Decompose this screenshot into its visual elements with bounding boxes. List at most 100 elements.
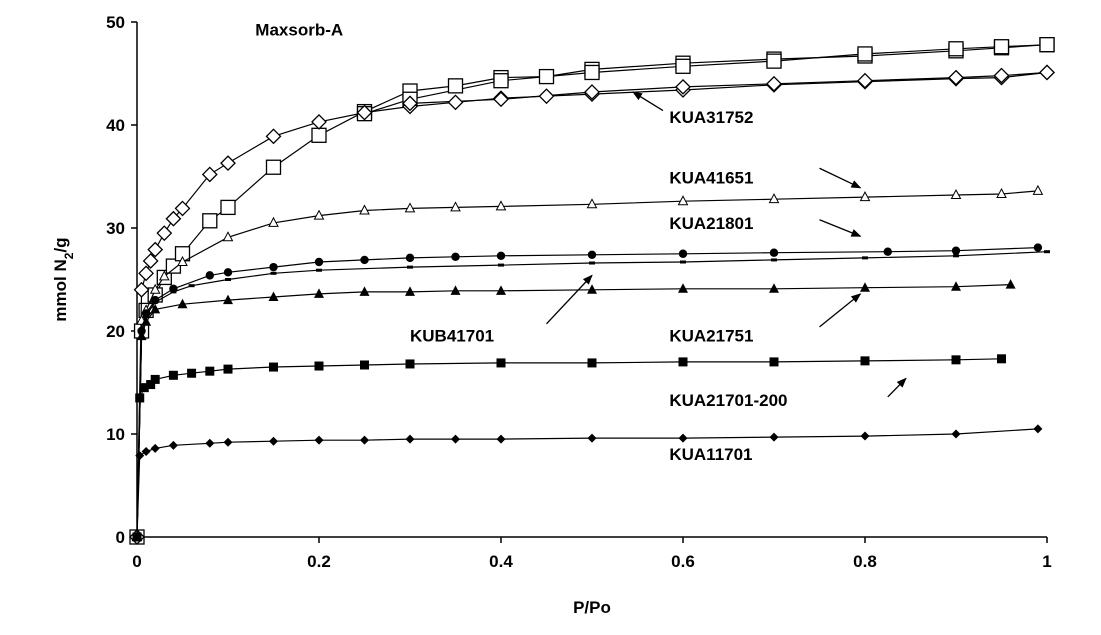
- x-tick-label: 0.2: [307, 552, 331, 571]
- data-point-filled-triangle: [359, 286, 370, 296]
- data-point-filled-circle: [269, 262, 278, 272]
- data-point-open-triangle: [859, 191, 871, 202]
- data-point-filled-square: [139, 383, 149, 393]
- data-point-dash: [1044, 250, 1050, 254]
- data-point-open-square: [165, 258, 182, 274]
- data-point-filled-diamond: [1033, 424, 1043, 434]
- data-point-open-diamond: [133, 281, 150, 298]
- data-point-open-triangle: [996, 187, 1007, 199]
- data-point-open-diamond: [948, 69, 964, 86]
- data-point-open-triangle: [450, 201, 461, 212]
- y-tick-label: 50: [106, 13, 125, 32]
- data-point-open-square: [584, 64, 600, 81]
- data-point-open-triangle: [158, 270, 170, 281]
- y-axis-title: mmol N2/g: [51, 237, 76, 321]
- data-point-filled-circle: [451, 252, 460, 262]
- data-point-dash: [270, 271, 277, 275]
- data-point-open-diamond: [766, 75, 782, 92]
- data-point-filled-square: [997, 354, 1006, 364]
- series-kua21701-200: [132, 354, 1006, 542]
- data-point-filled-triangle: [405, 286, 415, 296]
- series-line: [136, 284, 1011, 538]
- data-point-open-diamond: [857, 72, 873, 89]
- data-point-filled-circle: [769, 248, 779, 257]
- data-point-open-diamond: [174, 200, 191, 217]
- data-point-filled-triangle: [860, 282, 870, 292]
- data-point-filled-circle: [1033, 243, 1043, 252]
- data-point-dash: [953, 254, 959, 258]
- data-point-filled-square: [146, 380, 156, 390]
- data-point-dash: [862, 256, 868, 260]
- data-point-filled-diamond: [405, 434, 415, 444]
- data-point-open-triangle: [313, 209, 325, 220]
- data-point-filled-triangle: [268, 291, 279, 302]
- data-point-open-square: [538, 68, 555, 85]
- data-point-open-diamond: [447, 94, 464, 111]
- annotation-arrow: [632, 91, 664, 112]
- data-point-filled-triangle: [450, 285, 461, 295]
- data-point-open-square: [857, 46, 873, 62]
- data-point-open-triangle: [268, 216, 279, 227]
- x-tick-label: 0: [132, 552, 141, 571]
- data-point-open-triangle: [950, 188, 962, 200]
- data-point-filled-triangle: [223, 294, 233, 305]
- data-point-open-square: [766, 53, 782, 69]
- data-point-filled-triangle: [141, 316, 152, 326]
- data-point-open-triangle: [149, 283, 161, 294]
- y-tick-label: 10: [106, 425, 125, 444]
- data-point-filled-diamond: [135, 451, 145, 461]
- data-point-open-square: [265, 159, 282, 175]
- data-point-dash: [589, 261, 595, 265]
- data-point-filled-triangle: [150, 303, 161, 314]
- data-point-filled-square: [860, 356, 870, 366]
- data-point-open-diamond: [265, 128, 282, 145]
- data-point-filled-square: [587, 358, 597, 368]
- data-point-open-diamond: [156, 225, 173, 242]
- data-point-filled-square: [205, 366, 215, 376]
- data-point-filled-diamond: [360, 435, 369, 445]
- data-point-filled-triangle: [136, 330, 147, 341]
- data-point-open-diamond: [402, 95, 418, 112]
- data-point-filled-diamond: [150, 443, 160, 453]
- data-point-dash: [771, 258, 777, 262]
- data-point-filled-triangle: [951, 281, 961, 291]
- data-point-open-triangle: [677, 195, 689, 206]
- data-point-filled-square: [405, 359, 415, 369]
- data-point-open-diamond: [675, 78, 691, 95]
- data-point-filled-triangle: [769, 283, 779, 293]
- data-point-filled-diamond: [132, 532, 142, 542]
- data-point-open-diamond: [493, 91, 509, 108]
- annotation-arrow: [819, 293, 862, 328]
- data-point-filled-triangle: [314, 288, 324, 298]
- data-point-filled-square: [314, 361, 324, 371]
- data-point-open-triangle: [586, 198, 598, 209]
- series-annotation-label: KUA11701: [669, 445, 752, 464]
- y-tick-label: 30: [106, 219, 125, 238]
- data-point-open-diamond: [165, 210, 182, 227]
- y-tick-label: 0: [116, 528, 125, 547]
- data-point-filled-square: [187, 368, 197, 378]
- data-point-filled-diamond: [205, 438, 215, 448]
- data-point-filled-diamond: [314, 435, 324, 445]
- data-point-dash: [225, 278, 231, 281]
- data-point-filled-circle: [883, 247, 892, 256]
- data-point-open-square: [202, 213, 218, 229]
- data-point-filled-square: [269, 362, 278, 372]
- data-point-filled-diamond: [769, 432, 779, 442]
- data-point-open-diamond: [142, 253, 159, 269]
- data-point-open-square: [675, 58, 691, 74]
- data-point-filled-square: [678, 357, 688, 367]
- data-point-filled-circle: [314, 257, 324, 267]
- data-point-filled-diamond: [451, 434, 460, 444]
- data-point-filled-square: [168, 370, 178, 380]
- series-line: [136, 358, 1002, 538]
- x-tick-label: 0.8: [853, 552, 877, 571]
- data-point-filled-diamond: [587, 433, 597, 443]
- annotation-arrow: [887, 377, 907, 398]
- data-point-filled-diamond: [168, 440, 178, 450]
- data-point-open-diamond: [138, 265, 155, 282]
- data-point-filled-circle: [496, 251, 506, 261]
- data-point-dash: [188, 284, 195, 288]
- data-point-dash: [498, 263, 504, 267]
